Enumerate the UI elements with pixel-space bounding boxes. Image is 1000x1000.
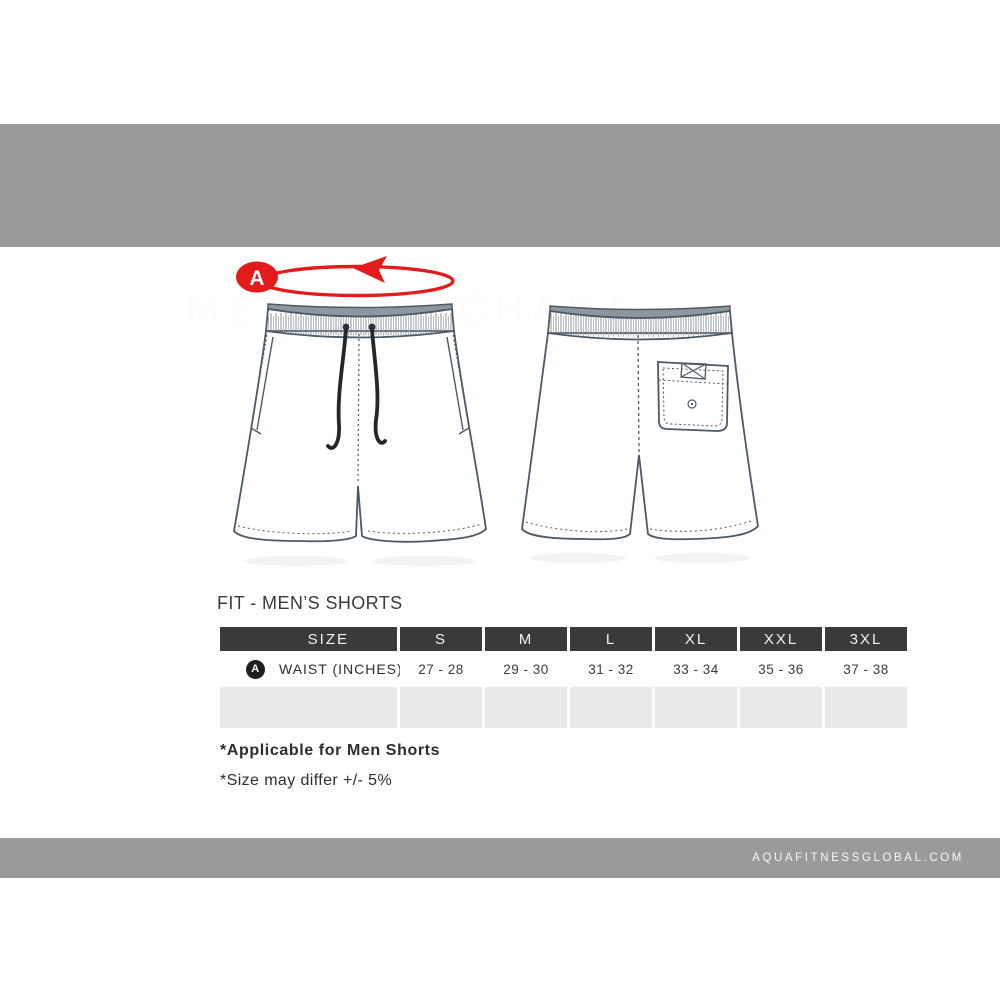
row-label: WAIST (INCHES) bbox=[279, 661, 403, 677]
col-header-size: SIZE bbox=[220, 627, 397, 651]
note-size-differ: *Size may differ +/- 5% bbox=[220, 772, 393, 789]
row-marker-a-badge: A bbox=[246, 659, 265, 679]
col-header-m: M bbox=[485, 627, 567, 651]
section-label: FIT - MEN’S SHORTS bbox=[217, 593, 403, 613]
footer-website: AQUAFITNESSGLOBAL.COM bbox=[752, 852, 964, 864]
logo-circle-outline bbox=[45, 292, 147, 361]
eyelet-left bbox=[342, 323, 350, 331]
col-header-l: L bbox=[570, 627, 652, 651]
shorts-front-view bbox=[233, 303, 487, 543]
empty-row-cell bbox=[220, 687, 397, 728]
measurement-ellipse bbox=[259, 264, 455, 298]
waist-value-m: 29 - 30 bbox=[485, 651, 567, 687]
empty-row-cell bbox=[400, 687, 482, 728]
shorts-illustration: A bbox=[233, 256, 759, 566]
fit-logo: FITNESS INNOVATION TECHNOLOGIES bbox=[36, 252, 149, 361]
empty-row-cell bbox=[740, 687, 822, 728]
waist-value-l: 31 - 32 bbox=[570, 651, 652, 687]
note-applicable: *Applicable for Men Shorts bbox=[220, 742, 441, 759]
waist-value-xxl: 35 - 36 bbox=[740, 651, 822, 687]
eyelet-right bbox=[368, 323, 376, 331]
col-header-s: S bbox=[400, 627, 482, 651]
waist-value-xl: 33 - 34 bbox=[655, 651, 737, 687]
drawstrings bbox=[326, 328, 387, 450]
pocket-button-icon bbox=[687, 399, 697, 409]
size-table: SIZE S M L XL XXL 3XL A WAIST (INCHES) 2… bbox=[220, 627, 907, 728]
marker-a-label: A bbox=[249, 267, 264, 290]
ground-shadows bbox=[244, 553, 750, 566]
empty-row-cell bbox=[570, 687, 652, 728]
waist-measurement-annotation: A bbox=[236, 256, 455, 298]
fit-mark-icon bbox=[70, 279, 122, 340]
waist-value-s: 27 - 28 bbox=[400, 651, 482, 687]
empty-row-cell bbox=[825, 687, 907, 728]
empty-row-cell bbox=[485, 687, 567, 728]
col-header-xl: XL bbox=[655, 627, 737, 651]
footer-band: AQUAFITNESSGLOBAL.COM bbox=[0, 838, 1000, 878]
col-header-3xl: 3XL bbox=[825, 627, 907, 651]
header-band: FITNESS INNOVATION TECHNOLOGIES MEN SIZE… bbox=[0, 124, 1000, 361]
table-row-label-cell: A WAIST (INCHES) bbox=[220, 651, 402, 687]
rotation-arrow-icon bbox=[353, 256, 387, 283]
notes: *Applicable for Men Shorts *Size may dif… bbox=[220, 742, 440, 790]
empty-row-cell bbox=[655, 687, 737, 728]
shorts-back-view bbox=[521, 305, 759, 541]
waist-value-3xl: 37 - 38 bbox=[825, 651, 907, 687]
back-pocket bbox=[657, 361, 729, 432]
measurement-marker-a bbox=[236, 261, 278, 293]
col-header-xxl: XXL bbox=[740, 627, 822, 651]
